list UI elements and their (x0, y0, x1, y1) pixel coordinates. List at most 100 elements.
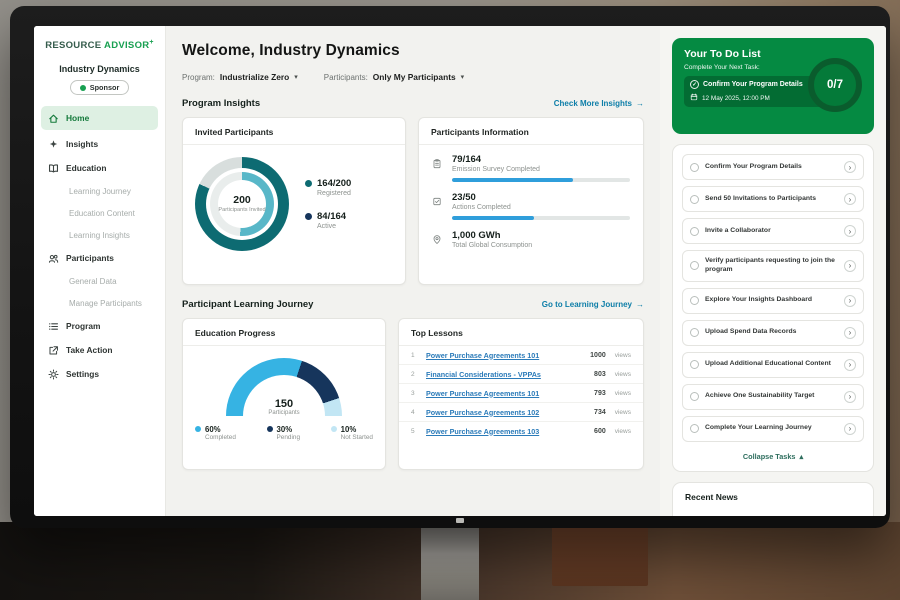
sidebar-item-manage-participants[interactable]: Manage Participants (34, 292, 165, 314)
chevron-right-icon[interactable]: › (844, 422, 856, 435)
settings-gear-icon (48, 369, 59, 380)
sidebar-item-settings[interactable]: Settings (34, 362, 165, 386)
lesson-link[interactable]: Power Purchase Agreements 101 (426, 350, 540, 360)
lesson-views: 734 (594, 408, 606, 416)
lesson-row[interactable]: 1 Power Purchase Agreements 101 1000 vie… (399, 346, 643, 365)
next-task-chip[interactable]: ✓ Confirm Your Program Details 12 May 20… (684, 76, 830, 107)
task-row[interactable]: Confirm Your Program Details › (682, 154, 864, 180)
sidebar-item-home[interactable]: Home (41, 106, 158, 131)
progress-bar-fill (452, 178, 574, 182)
task-checkbox[interactable] (690, 392, 699, 402)
sidebar-item-program[interactable]: Program (34, 314, 165, 338)
chevron-right-icon[interactable]: › (844, 390, 856, 403)
education-icon (48, 164, 59, 173)
legend-value: 164/200 (317, 178, 352, 189)
task-checkbox[interactable] (690, 261, 699, 271)
task-checkbox[interactable] (690, 162, 699, 172)
logo-part2: ADVISOR (104, 40, 150, 52)
chevron-right-icon[interactable]: › (844, 294, 856, 307)
task-label: Upload Spend Data Records (705, 328, 797, 336)
sidebar-item-label: Take Action (66, 345, 113, 356)
task-checkbox[interactable] (690, 296, 699, 306)
legend-item: 84/164 Active (305, 211, 351, 230)
check-more-insights-link[interactable]: Check More Insights → (554, 99, 644, 108)
lesson-row[interactable]: 2 Financial Considerations - VPPAs 803 v… (399, 365, 643, 384)
sidebar-item-label: Settings (66, 369, 100, 380)
todo-task-list: Confirm Your Program Details › Send 50 I… (672, 144, 874, 472)
task-checkbox[interactable] (690, 194, 699, 204)
card-title: Top Lessons (399, 319, 643, 346)
monitor-stand (421, 522, 479, 600)
take-action-icon (49, 345, 58, 355)
participants-information-card: Participants Information 79/164 Emission… (418, 117, 644, 285)
legend-label: Registered (317, 190, 351, 197)
sidebar-item-learning-insights[interactable]: Learning Insights (34, 224, 165, 246)
task-checkbox[interactable] (690, 424, 699, 434)
collapse-tasks-link[interactable]: Collapse Tasks ▴ (682, 448, 864, 468)
chevron-right-icon[interactable]: › (844, 358, 856, 371)
monitor-bezel: RESOURCE ADVISOR+ Industry Dynamics Spon… (10, 6, 890, 528)
education-progress-card: Education Progress 150 Participants (182, 318, 386, 470)
sponsor-badge[interactable]: Sponsor (69, 80, 130, 96)
task-row[interactable]: Explore Your Insights Dashboard › (682, 287, 864, 314)
participants-select[interactable]: Participants: Only My Participants ▾ (324, 72, 464, 82)
participants-icon (48, 254, 59, 263)
lesson-row[interactable]: 4 Power Purchase Agreements 102 734 view… (399, 403, 643, 422)
sponsor-badge-label: Sponsor (89, 83, 120, 93)
chevron-right-icon[interactable]: › (844, 225, 856, 237)
progress-bar (452, 178, 630, 182)
chevron-right-icon[interactable]: › (844, 259, 856, 272)
lesson-rank: 4 (411, 408, 415, 416)
task-row[interactable]: Upload Additional Educational Content › (682, 351, 864, 378)
section-title: Participant Learning Journey (182, 299, 314, 310)
program-select[interactable]: Program: Industrialize Zero ▾ (182, 72, 298, 82)
sidebar: RESOURCE ADVISOR+ Industry Dynamics Spon… (34, 26, 166, 516)
sidebar-item-take-action[interactable]: Take Action (34, 338, 165, 362)
main-content: Welcome, Industry Dynamics Program: Indu… (166, 26, 660, 516)
task-row[interactable]: Upload Spend Data Records › (682, 319, 864, 346)
sidebar-item-label: Manage Participants (69, 298, 142, 308)
task-row[interactable]: Complete Your Learning Journey › (682, 415, 864, 442)
card-title: Invited Participants (183, 118, 405, 145)
lesson-link[interactable]: Power Purchase Agreements 103 (426, 426, 540, 436)
chevron-right-icon[interactable]: › (844, 193, 856, 205)
legend-item: 60% Completed (195, 425, 236, 441)
sidebar-item-participants[interactable]: Participants (34, 246, 165, 270)
go-to-learning-journey-link[interactable]: Go to Learning Journey → (542, 300, 644, 309)
legend-item: 164/200 Registered (305, 178, 351, 197)
todo-progress-value: 0/7 (827, 79, 843, 91)
sidebar-item-label: Program (66, 321, 101, 332)
sidebar-item-learning-journey[interactable]: Learning Journey (34, 180, 165, 202)
sidebar-item-education[interactable]: Education (34, 156, 165, 180)
education-gauge-chart: 150 Participants (226, 358, 342, 416)
info-label: Total Global Consumption (452, 242, 533, 249)
gauge-center-value: 150 (274, 398, 294, 410)
todo-subtitle: Complete Your Next Task: (684, 64, 760, 71)
learning-journey-header: Participant Learning Journey Go to Learn… (182, 299, 644, 310)
program-select-value: Industrialize Zero (219, 72, 290, 82)
sidebar-item-insights[interactable]: Insights (34, 132, 165, 156)
task-checkbox[interactable] (690, 226, 699, 236)
lesson-row[interactable]: 3 Power Purchase Agreements 101 793 view… (399, 384, 643, 403)
lesson-link[interactable]: Power Purchase Agreements 101 (426, 388, 540, 398)
section-title: Program Insights (182, 98, 261, 109)
progress-bar-fill (452, 216, 534, 220)
lesson-row[interactable]: 5 Power Purchase Agreements 103 600 view… (399, 422, 643, 440)
task-row[interactable]: Send 50 Invitations to Participants › (682, 186, 864, 212)
task-row[interactable]: Verify participants requesting to join t… (682, 250, 864, 282)
chevron-right-icon[interactable]: › (844, 326, 856, 339)
lesson-link[interactable]: Power Purchase Agreements 102 (426, 407, 540, 417)
legend-value: 84/164 (317, 211, 347, 222)
task-row[interactable]: Achieve One Sustainability Target › (682, 383, 864, 410)
task-checkbox[interactable] (690, 328, 699, 338)
sidebar-item-education-content[interactable]: Education Content (34, 202, 165, 224)
lesson-link[interactable]: Financial Considerations - VPPAs (426, 369, 541, 379)
task-row[interactable]: Invite a Collaborator › (682, 218, 864, 244)
gauge-center-label: Participants (268, 410, 300, 416)
sidebar-item-general-data[interactable]: General Data (34, 270, 165, 292)
info-row: 1,000 GWh Total Global Consumption (432, 230, 630, 250)
chevron-right-icon[interactable]: › (844, 161, 856, 173)
todo-panel: Your To Do List Complete Your Next Task:… (660, 26, 886, 516)
task-checkbox[interactable] (690, 360, 699, 370)
todo-progress-ring: 0/7 (808, 58, 862, 112)
